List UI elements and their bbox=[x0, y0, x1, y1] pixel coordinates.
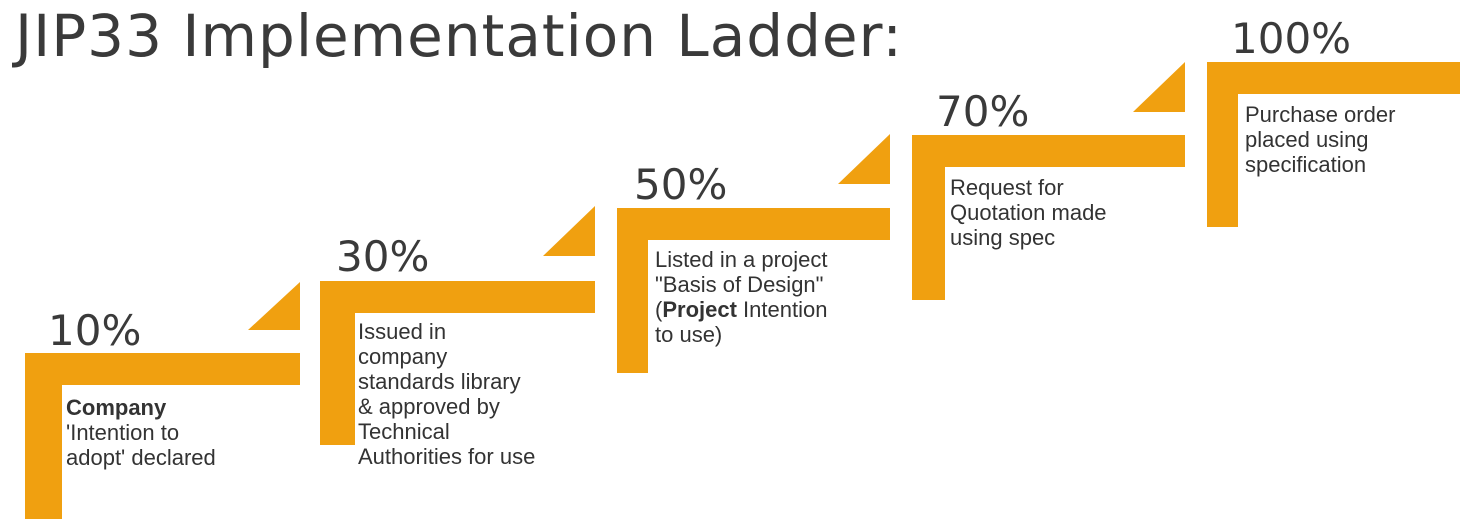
step-2-description: Issued in company standards library & ap… bbox=[358, 319, 535, 469]
page-title: JIP33 Implementation Ladder: bbox=[15, 2, 903, 70]
step-3-text-2: Intention to use) bbox=[655, 297, 828, 347]
step-5-description: Purchase order placed using specificatio… bbox=[1245, 102, 1395, 177]
step-1-arrow-wedge bbox=[248, 282, 300, 330]
step-2-arrow-wedge bbox=[543, 206, 595, 256]
step-1-text: 'Intention to adopt' declared bbox=[66, 420, 216, 470]
step-1-bold: Company bbox=[66, 395, 167, 420]
step-5-percent: 100% bbox=[1231, 14, 1352, 63]
step-4-description: Request for Quotation made using spec bbox=[950, 175, 1107, 250]
step-4-percent: 70% bbox=[936, 87, 1030, 136]
step-3-text: Listed in a project "Basis of Design" ( bbox=[655, 247, 828, 322]
step-3-percent: 50% bbox=[634, 160, 728, 209]
step-1-percent: 10% bbox=[48, 306, 142, 355]
step-5-shape bbox=[1207, 62, 1460, 227]
step-3-description: Listed in a project "Basis of Design" (P… bbox=[655, 247, 827, 347]
step-2-shape bbox=[320, 281, 595, 445]
step-1-description: Company 'Intention to adopt' declared bbox=[66, 395, 216, 470]
step-4-shape bbox=[912, 135, 1185, 300]
step-3-bold: Project bbox=[662, 297, 737, 322]
step-4-text: Request for Quotation made using spec bbox=[950, 175, 1107, 250]
step-2-percent: 30% bbox=[336, 232, 430, 281]
step-2-text: Issued in company standards library & ap… bbox=[358, 319, 536, 469]
step-5-text: Purchase order placed using specificatio… bbox=[1245, 102, 1396, 177]
step-3-arrow-wedge bbox=[838, 134, 890, 184]
step-1-shape bbox=[25, 353, 300, 519]
step-4-arrow-wedge bbox=[1133, 62, 1185, 112]
step-3-shape bbox=[617, 208, 890, 373]
